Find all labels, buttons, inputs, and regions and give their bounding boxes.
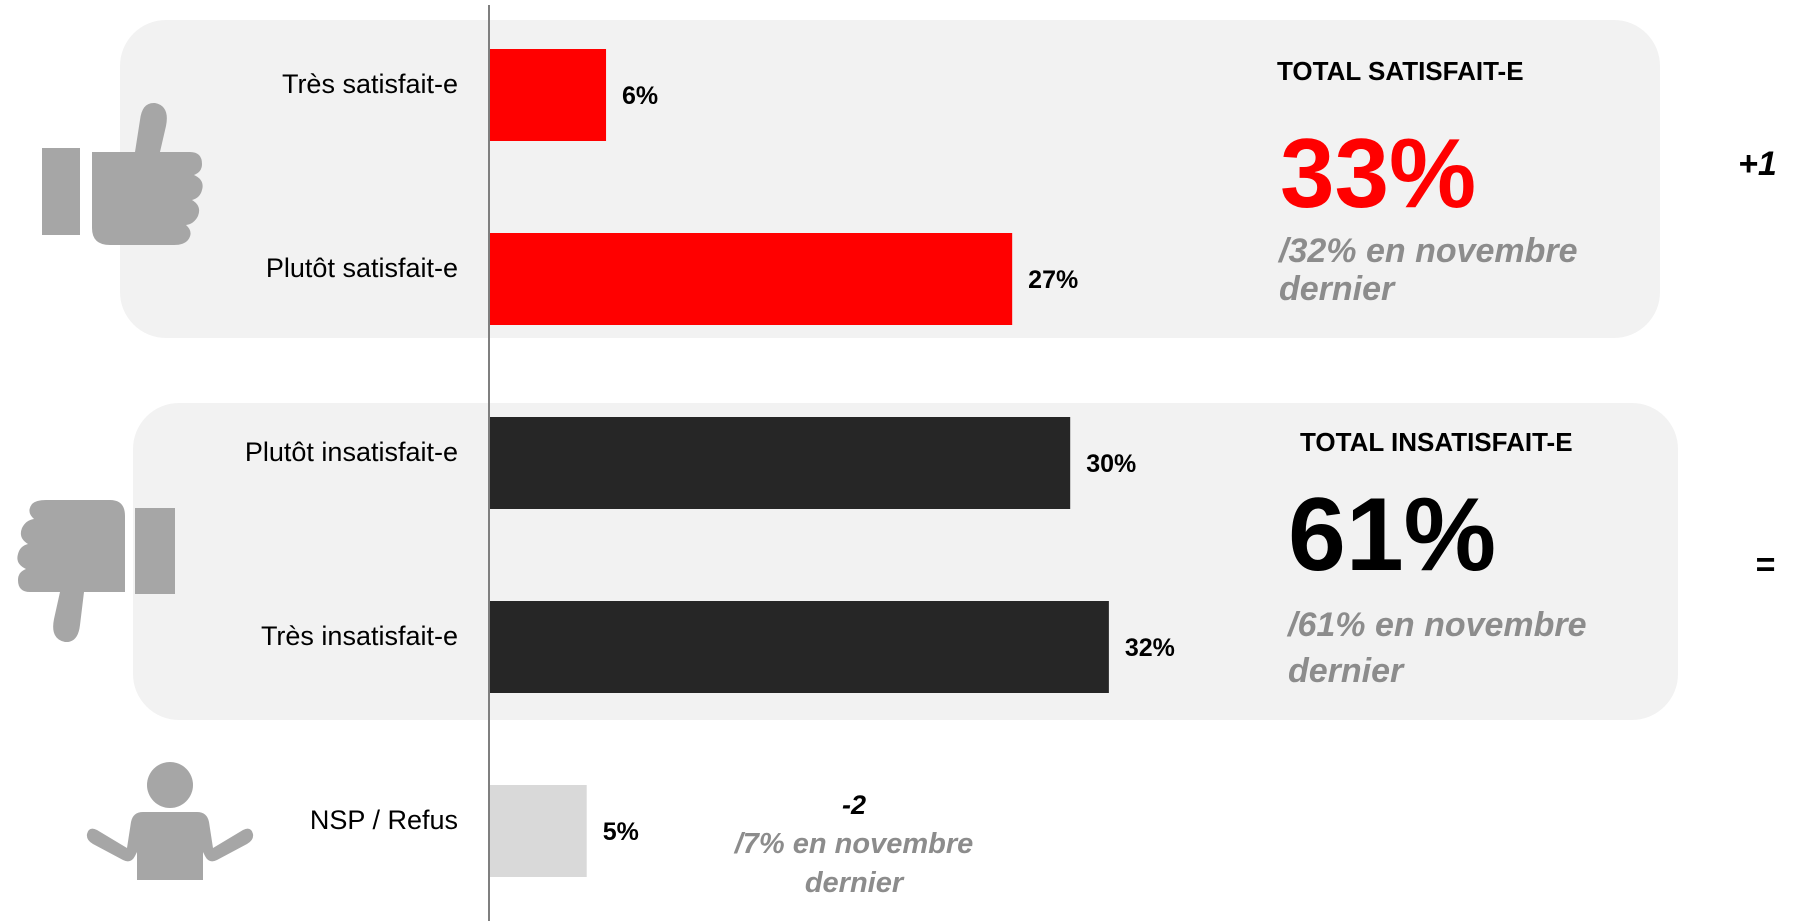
total-dissatisfied-title: TOTAL INSATISFAIT-E <box>1300 427 1573 457</box>
no-answer-delta: -2 <box>841 790 866 820</box>
total-satisfied-value: 33% <box>1280 118 1477 228</box>
total-dissatisfied-delta: = <box>1755 546 1775 584</box>
value-label-3: 32% <box>1125 634 1175 662</box>
category-label-3: Très insatisfait-e <box>261 621 458 651</box>
bar-1 <box>490 233 1013 325</box>
total-satisfied-title: TOTAL SATISFAIT-E <box>1277 56 1524 86</box>
bar-4 <box>490 785 587 877</box>
value-label-1: 27% <box>1028 266 1078 294</box>
bar-0 <box>490 49 607 141</box>
category-label-4: NSP / Refus <box>310 805 458 835</box>
value-label-0: 6% <box>622 82 658 110</box>
bar-3 <box>490 601 1109 693</box>
total-satisfied-previous: /32% en novembre dernier <box>1279 232 1578 308</box>
no-answer-previous: /7% en novembre dernier <box>734 828 974 899</box>
thumbs-down-icon <box>17 500 175 643</box>
total-dissatisfied-value: 61% <box>1288 477 1497 593</box>
value-label-4: 5% <box>603 818 639 846</box>
bars-group: Très satisfait-e 6% Plutôt satisfait-e 27% P… <box>245 49 1175 877</box>
category-label-2: Plutôt insatisfait-e <box>245 437 458 467</box>
total-satisfied-delta: +1 <box>1738 145 1777 183</box>
bar-2 <box>490 417 1071 509</box>
category-label-0: Très satisfait-e <box>282 69 458 99</box>
thumbs-up-icon <box>42 102 203 245</box>
value-label-2: 30% <box>1086 450 1136 478</box>
category-label-1: Plutôt satisfait-e <box>266 253 458 283</box>
shrug-person-icon <box>86 762 254 880</box>
total-dissatisfied-previous: /61% en novembre dernier <box>1288 606 1587 690</box>
